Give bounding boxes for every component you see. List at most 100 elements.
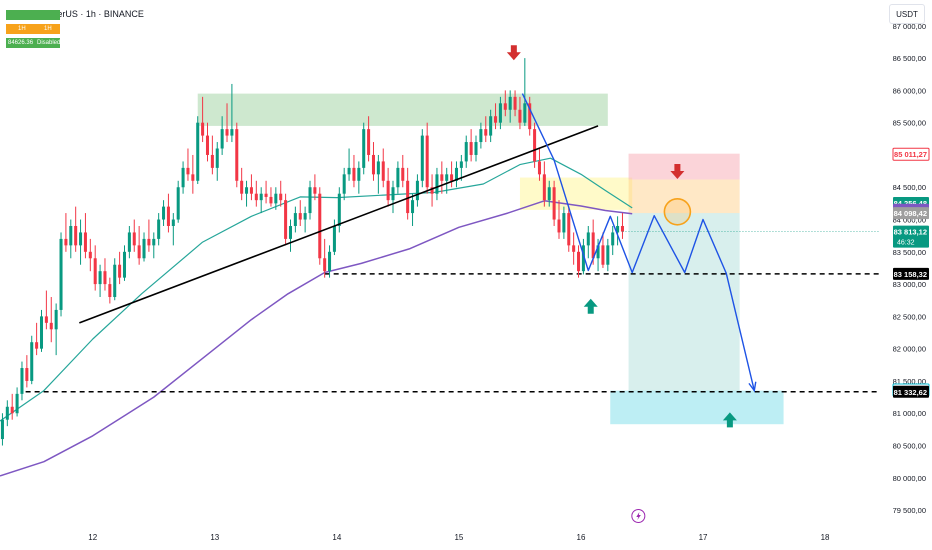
candle-body	[620, 225, 624, 232]
x-tick-label: 12	[88, 533, 97, 542]
candle-body	[391, 187, 395, 201]
candle-body	[611, 232, 615, 246]
y-tick-label: 85 500,00	[893, 119, 926, 128]
widget-r2-b: 1H	[44, 26, 52, 32]
candle-body	[147, 238, 151, 246]
projection-arrowhead	[748, 381, 757, 393]
currency-button[interactable]: USDT	[889, 4, 925, 24]
candle-body	[577, 251, 581, 272]
candle-body	[435, 174, 439, 194]
candle-body	[323, 258, 327, 272]
price-label-text: 84 098,42	[894, 209, 927, 218]
candle-body	[264, 193, 268, 197]
flag-zone	[519, 177, 633, 210]
trendline	[79, 125, 599, 324]
candle-body	[220, 129, 224, 149]
y-tick-label: 86 000,00	[893, 86, 926, 95]
widget-r2-a: 1H	[18, 26, 26, 32]
candle-body	[498, 103, 502, 123]
candle-body	[494, 116, 498, 123]
candle-body	[15, 393, 19, 414]
widget-row-1	[6, 10, 60, 20]
candle-body	[30, 342, 34, 381]
candle-body	[132, 232, 136, 246]
candle-body	[337, 193, 341, 226]
candle-body	[79, 232, 83, 246]
price-label-tag	[893, 207, 929, 220]
candle-body	[171, 219, 175, 226]
candle-body	[269, 196, 273, 204]
symbol-title[interactable]: Bitcoin / TetherUS · 1h · BINANCE	[6, 9, 144, 19]
candle-body	[137, 245, 141, 259]
up-arrow-icon	[583, 298, 598, 314]
candle-body	[10, 406, 14, 414]
candle-body	[176, 187, 180, 220]
y-tick-label: 86 500,00	[893, 54, 926, 63]
slow-moving-average-line	[0, 200, 633, 477]
candle-body	[69, 225, 73, 246]
candle-body	[528, 103, 532, 130]
price-label-text: 85 011,27	[894, 150, 927, 159]
candle-body	[308, 187, 312, 214]
candle-body	[83, 232, 87, 252]
candle-body	[113, 264, 117, 298]
y-tick-label: 81 000,00	[893, 409, 926, 418]
y-tick-label: 82 000,00	[893, 345, 926, 354]
candle-body	[118, 264, 122, 278]
price-label-text: 84 256,48	[894, 199, 927, 208]
candle-body	[430, 187, 434, 194]
candle-body	[235, 129, 239, 181]
candle-body	[162, 206, 166, 220]
candle-body	[352, 167, 356, 181]
candle-body	[25, 368, 29, 381]
entry-circle	[663, 197, 692, 226]
candle-body	[313, 187, 317, 194]
candle-body	[103, 271, 107, 285]
candle-body	[288, 225, 292, 239]
candle-body	[332, 225, 336, 252]
candle-body	[44, 316, 48, 323]
down-arrow-icon	[506, 45, 521, 61]
y-tick-label: 87 000,00	[893, 22, 926, 31]
x-tick-label: 14	[332, 533, 341, 542]
candle-body	[562, 213, 566, 233]
candle-body	[225, 129, 229, 136]
candle-body	[537, 161, 541, 175]
y-tick-label: 82 500,00	[893, 312, 926, 321]
candle-body	[591, 232, 595, 259]
candle-body	[88, 251, 92, 259]
candle-body	[533, 129, 537, 162]
widget-r3-b: Disabled	[37, 40, 61, 46]
price-label-text: 83 813,12	[894, 228, 927, 237]
candle-body	[230, 129, 234, 136]
candle-body	[181, 167, 185, 188]
candle-body	[401, 167, 405, 181]
candle-body	[445, 174, 449, 181]
candle-body	[274, 193, 278, 204]
candle-body	[210, 154, 214, 168]
candle-body	[420, 135, 424, 181]
price-label-text: 83 158,32	[894, 270, 927, 279]
candle-body	[240, 180, 244, 194]
candle-body	[49, 322, 53, 330]
price-label-tag	[893, 385, 929, 398]
candle-body	[98, 271, 102, 285]
x-tick-label: 18	[821, 533, 830, 542]
candle-body	[186, 167, 190, 175]
candle-body	[386, 180, 390, 201]
candle-body	[474, 142, 478, 155]
candle-body	[454, 167, 458, 181]
candle-body	[215, 148, 219, 168]
candle-body	[552, 187, 556, 220]
down-arrow-icon	[670, 164, 685, 180]
price-label-tag	[892, 147, 930, 161]
candle-body	[157, 219, 161, 239]
candle-body	[406, 180, 410, 214]
candle-body	[425, 135, 429, 188]
candle-body	[484, 129, 488, 136]
candle-body	[547, 187, 551, 201]
candle-body	[513, 96, 517, 110]
candle-body	[523, 103, 527, 123]
candle-body	[59, 238, 63, 310]
